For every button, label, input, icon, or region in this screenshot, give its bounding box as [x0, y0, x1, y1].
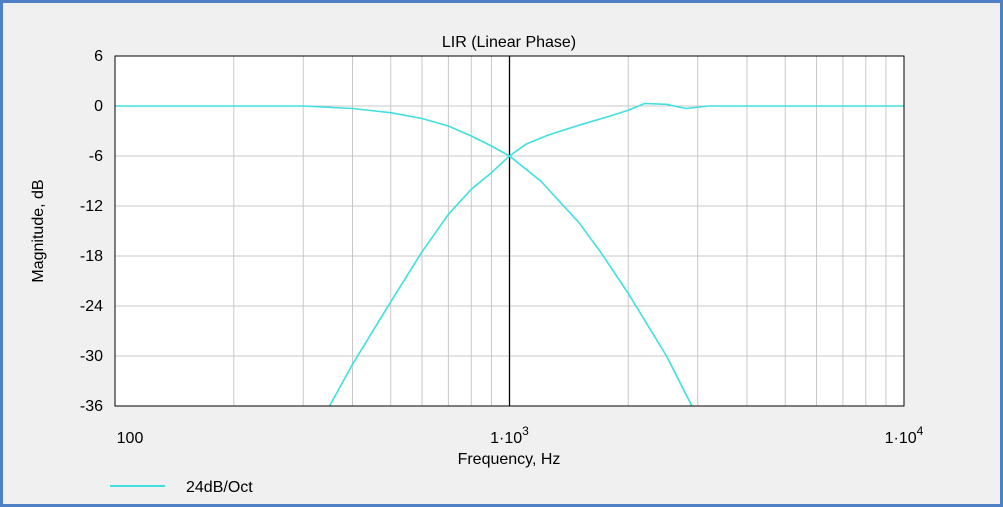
- legend: 24dB/Oct: [110, 479, 253, 496]
- y-tick-label: 6: [94, 48, 103, 65]
- series-line-high-pass: [328, 102, 904, 407]
- y-tick-label: -36: [80, 398, 103, 415]
- y-tick-label: 0: [94, 98, 103, 115]
- y-tick-labels: 6 0 -6 -12 -18 -24 -30 -36: [80, 48, 103, 415]
- y-tick-label: -24: [80, 298, 103, 315]
- y-axis-label: Magnitude, dB: [30, 179, 47, 282]
- y-tick-label: -12: [80, 198, 103, 215]
- chart-title: LIR (Linear Phase): [442, 34, 576, 51]
- x-tick-labels: 100 1·103 1·104: [117, 424, 924, 447]
- x-tick-label: 1·103: [490, 424, 529, 447]
- y-tick-label: -6: [89, 148, 103, 165]
- y-tick-label: -30: [80, 348, 103, 365]
- x-tick-label: 1·104: [885, 424, 924, 447]
- x-axis-label: Frequency, Hz: [458, 451, 561, 468]
- plot-border: [114, 55, 905, 407]
- x-tick-label: 100: [117, 430, 144, 447]
- series-lines: [115, 102, 904, 407]
- y-tick-label: -18: [80, 248, 103, 265]
- series-line-low-pass: [115, 105, 693, 407]
- legend-label: 24dB/Oct: [186, 479, 253, 496]
